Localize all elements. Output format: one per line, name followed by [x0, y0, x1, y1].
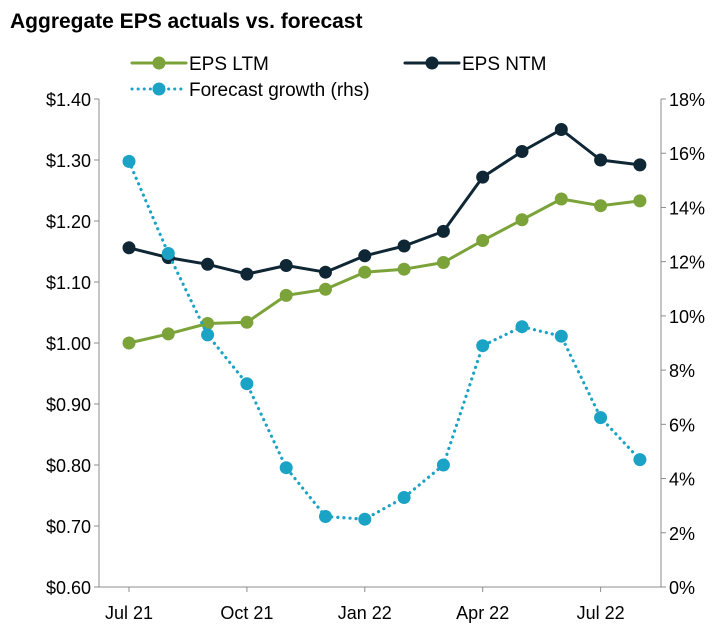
- series-line-eps-ntm: [127, 128, 642, 276]
- data-point-eps-ntm: [319, 265, 332, 279]
- data-point-forecast-growth-rhs: [436, 458, 450, 472]
- right-axis-tick-label: 0%: [669, 578, 695, 598]
- data-point-eps-ntm: [240, 267, 254, 281]
- data-point-eps-ltm: [515, 213, 529, 227]
- legend-swatch-marker-forecast-growth-rhs: [152, 82, 166, 96]
- data-point-forecast-growth-rhs: [515, 320, 529, 334]
- data-point-eps-ntm: [476, 170, 490, 184]
- data-point-eps-ntm: [397, 239, 411, 253]
- left-axis-tick-label: $1.40: [46, 90, 91, 110]
- data-point-forecast-growth-rhs: [319, 510, 332, 523]
- data-point-eps-ntm: [515, 145, 529, 158]
- data-point-eps-ltm: [319, 282, 332, 296]
- data-point-forecast-growth-rhs: [476, 339, 490, 353]
- right-axis-tick-label: 12%: [669, 253, 705, 273]
- data-point-eps-ltm: [240, 315, 254, 329]
- data-point-eps-ltm: [633, 194, 647, 208]
- right-axis-tick-label: 4%: [669, 470, 695, 490]
- data-point-eps-ntm: [436, 224, 450, 238]
- legend-label-forecast-growth-rhs: Forecast growth (rhs): [189, 80, 370, 101]
- data-point-eps-ntm: [633, 158, 647, 172]
- data-point-eps-ltm: [476, 234, 490, 247]
- right-axis-tick-label: 6%: [669, 415, 695, 435]
- data-point-forecast-growth-rhs: [201, 328, 215, 342]
- data-point-forecast-growth-rhs: [161, 247, 175, 260]
- right-axis-tick-label: 10%: [669, 307, 705, 327]
- data-point-eps-ltm: [554, 192, 568, 206]
- data-point-eps-ltm: [122, 336, 136, 350]
- chart-title: Aggregate EPS actuals vs. forecast: [10, 10, 363, 33]
- x-axis-tick-label: Oct 21: [220, 603, 273, 623]
- data-point-eps-ntm: [122, 241, 136, 255]
- left-axis-tick-label: $0.90: [46, 395, 91, 415]
- data-point-forecast-growth-rhs: [279, 461, 293, 475]
- data-point-eps-ltm: [161, 327, 175, 341]
- legend-label-eps-ntm: EPS NTM: [462, 54, 546, 75]
- right-axis-tick-label: 14%: [669, 198, 705, 218]
- legend-swatch-marker-eps-ltm: [152, 56, 166, 70]
- right-axis-tick-label: 18%: [669, 90, 705, 110]
- left-axis-tick-label: $0.70: [46, 517, 91, 537]
- data-point-eps-ntm: [554, 123, 568, 136]
- data-point-forecast-growth-rhs: [358, 512, 372, 526]
- x-axis-tick-label: Jan 22: [338, 603, 392, 623]
- data-point-eps-ltm: [594, 199, 608, 213]
- data-point-forecast-growth-rhs: [633, 453, 647, 467]
- left-axis-tick-label: $1.00: [46, 334, 91, 354]
- right-axis-tick-label: 8%: [669, 361, 695, 381]
- left-axis-tick-label: $1.10: [46, 273, 91, 293]
- data-point-eps-ltm: [358, 265, 372, 279]
- data-point-eps-ntm: [358, 249, 372, 263]
- legend-label-eps-ltm: EPS LTM: [189, 54, 269, 75]
- series-line-forecast-growth-rhs: [127, 159, 642, 521]
- x-axis-tick-label: Jul 22: [577, 603, 625, 623]
- data-point-forecast-growth-rhs: [122, 154, 136, 168]
- series-line-eps-ltm: [127, 197, 642, 345]
- data-point-eps-ntm: [279, 259, 293, 272]
- x-axis-tick-label: Apr 22: [456, 603, 509, 623]
- right-axis-tick-label: 16%: [669, 144, 705, 164]
- legend-swatch-marker-eps-ntm: [425, 56, 439, 70]
- right-axis-tick-label: 2%: [669, 524, 695, 544]
- left-axis-tick-label: $1.30: [46, 151, 91, 171]
- left-axis-tick-label: $0.80: [46, 456, 91, 476]
- data-point-eps-ltm: [279, 288, 293, 302]
- data-point-forecast-growth-rhs: [240, 377, 254, 391]
- data-point-forecast-growth-rhs: [594, 411, 608, 425]
- data-point-eps-ltm: [397, 262, 411, 276]
- data-point-eps-ntm: [594, 153, 608, 167]
- x-axis-tick-label: Jul 21: [105, 603, 153, 623]
- data-point-forecast-growth-rhs: [397, 491, 411, 504]
- data-point-forecast-growth-rhs: [554, 329, 568, 343]
- data-point-eps-ltm: [436, 256, 450, 269]
- left-axis-tick-label: $1.20: [46, 212, 91, 232]
- data-point-eps-ntm: [201, 257, 215, 271]
- left-axis-tick-label: $0.60: [46, 578, 91, 598]
